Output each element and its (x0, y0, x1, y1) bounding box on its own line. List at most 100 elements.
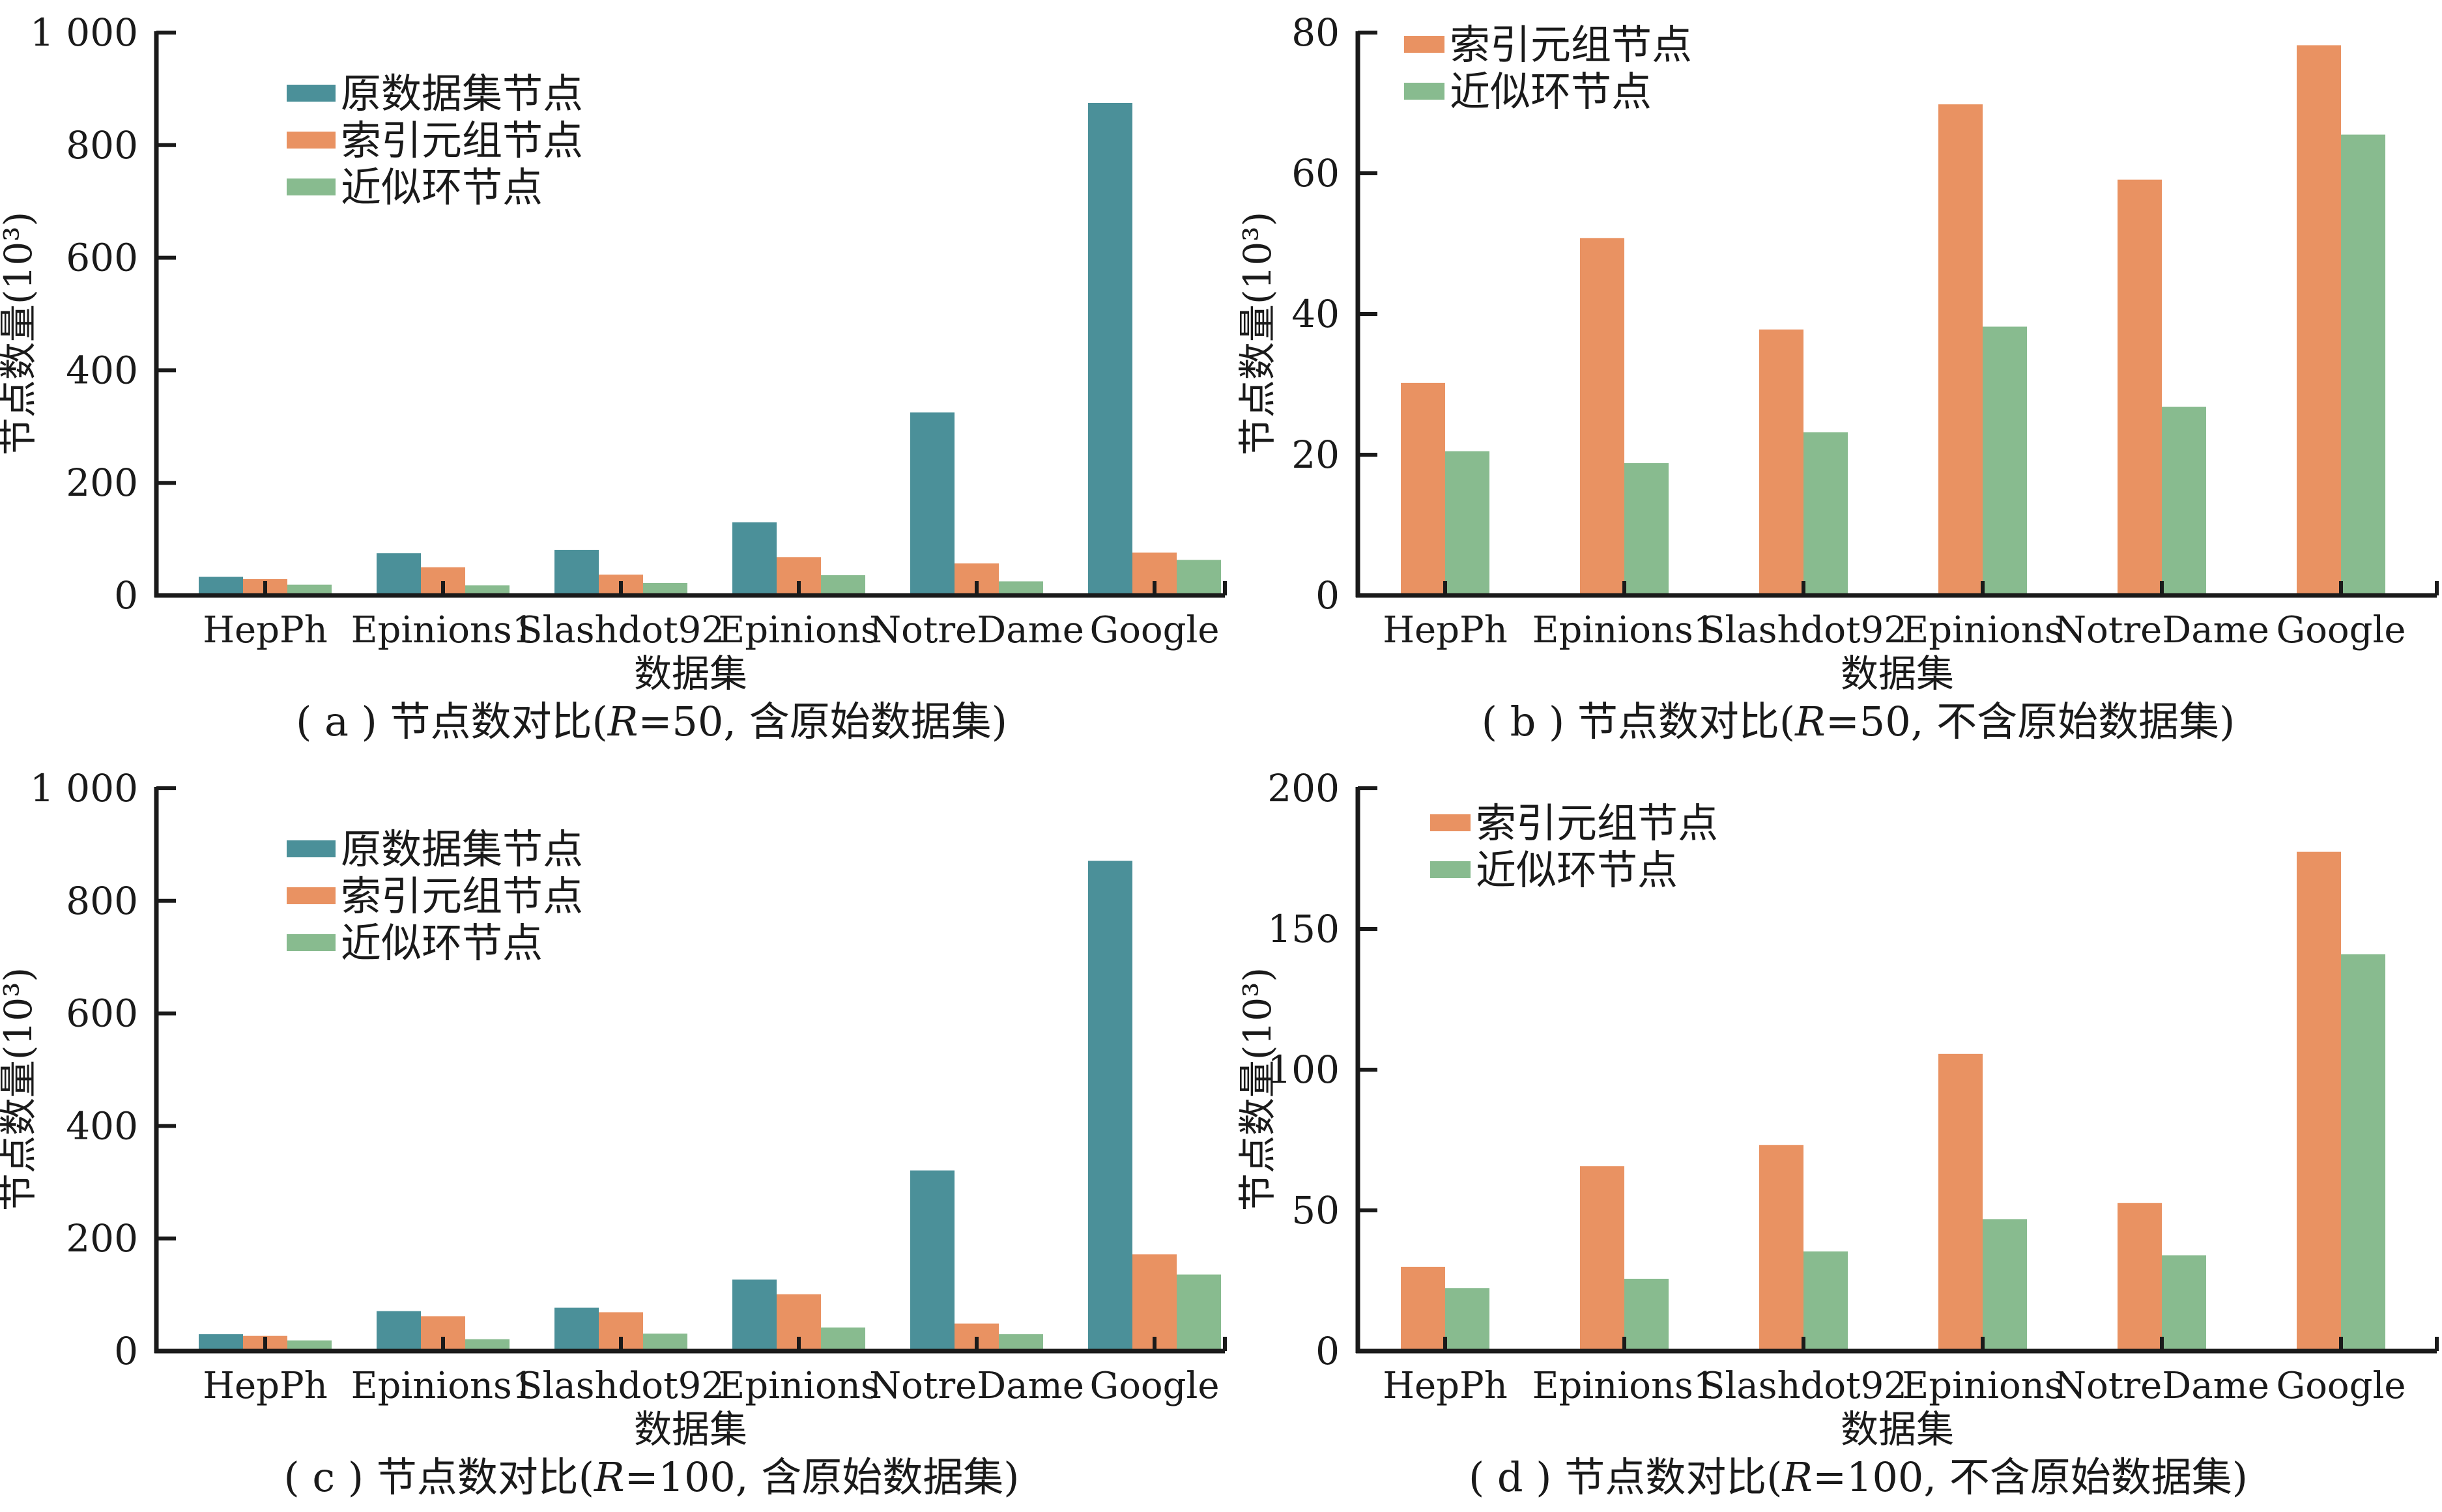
bar-approx_cycle-epinions (821, 575, 865, 595)
bar-original-epinions (732, 522, 777, 595)
y-tick-label: 50 (1291, 1188, 1340, 1233)
bar-approx_cycle-hepph (1445, 451, 1489, 595)
bar-index_tuple-epinions (1938, 104, 1983, 595)
legend-swatch-approx_cycle (287, 934, 336, 951)
chart-caption: ( d ) 节点数对比(R=100, 不含原始数据集) (1469, 1453, 2248, 1501)
chart-panel-c: 0 200 400 600 800 1 000 HepPh Epinions1Slashdot… (0, 766, 1227, 1501)
legend-label-index_tuple: 索引元组节点 (341, 117, 583, 164)
legend-label-index_tuple: 索引元组节点 (1476, 799, 1718, 847)
bar-index_tuple-slashdot92 (1759, 329, 1803, 595)
bar-original-epinions (732, 1279, 777, 1351)
x-axis-title: 数据集 (634, 651, 747, 696)
bar-index_tuple-notredame (2118, 1203, 2162, 1351)
x-axis-title: 数据集 (1841, 1407, 1954, 1451)
bar-approx_cycle-notredame (999, 1334, 1043, 1351)
bar-approx_cycle-notredame (2162, 1255, 2206, 1351)
x-tick-label: Slashdot92 (1700, 1365, 1907, 1407)
legend-label-index_tuple: 索引元组节点 (1450, 21, 1692, 68)
x-tick-label: NotreDame (2054, 1365, 2269, 1407)
x-tick-label: Slashdot92 (517, 609, 725, 651)
bar-index_tuple-notredame (2118, 179, 2162, 596)
x-axis-title: 数据集 (634, 1407, 747, 1451)
bar-original-notredame (910, 412, 955, 595)
y-tick-label: 400 (66, 1104, 138, 1148)
y-axis-title: 节点数量(10³) (0, 212, 40, 455)
bar-approx_cycle-epinions (821, 1327, 865, 1351)
x-tick-label: Slashdot92 (1700, 609, 1907, 651)
chart-panel-a: 0 200 400 600 800 1 000 HepPh Epinions1Slashdot… (0, 10, 1227, 745)
y-tick-label: 40 (1291, 292, 1340, 336)
bar-approx_cycle-epinions (1983, 326, 2027, 595)
bar-original-google (1088, 861, 1132, 1351)
caption-prefix: ( a ) 节点数对比( (296, 698, 608, 745)
bar-index_tuple-google (1132, 1254, 1177, 1351)
y-tick-label: 1 000 (30, 766, 138, 810)
y-tick-label: 0 (1315, 573, 1340, 618)
bar-approx_cycle-epinions1 (1624, 463, 1669, 595)
bar-original-epinions1 (377, 553, 421, 595)
bar-index_tuple-google (2297, 851, 2341, 1351)
legend-label-original: 原数据集节点 (341, 70, 583, 117)
bar-approx_cycle-hepph (287, 584, 332, 595)
x-tick-label: Epinions1 (351, 609, 536, 651)
chart-caption: ( a ) 节点数对比(R=50, 含原始数据集) (296, 698, 1007, 745)
x-tick-label: Epinions (1902, 609, 2063, 651)
x-tick-label: Google (2276, 609, 2406, 651)
legend-swatch-approx_cycle (1404, 83, 1444, 100)
legend-swatch-index_tuple (287, 132, 336, 149)
x-tick-label: Epinions1 (351, 1365, 536, 1407)
x-tick-label: HepPh (1383, 609, 1508, 651)
caption-prefix: ( b ) 节点数对比( (1482, 698, 1795, 745)
bar-approx_cycle-epinions (1983, 1219, 2027, 1351)
bar-approx_cycle-epinions1 (1624, 1278, 1669, 1351)
caption-variable: R (1794, 698, 1826, 745)
legend-swatch-index_tuple (1404, 36, 1444, 53)
y-tick-label: 600 (66, 236, 138, 280)
y-tick-label: 600 (66, 991, 138, 1036)
bar-index_tuple-hepph (1401, 382, 1445, 595)
x-tick-label: Epinions1 (1532, 609, 1717, 651)
y-tick-label: 150 (1267, 907, 1340, 951)
legend-label-approx_cycle: 近似环节点 (1450, 68, 1652, 115)
caption-suffix: =100, 含原始数据集) (625, 1453, 1020, 1501)
chart-caption: ( c ) 节点数对比(R=100, 含原始数据集) (283, 1453, 1019, 1501)
legend-label-approx_cycle: 近似环节点 (1476, 846, 1678, 894)
y-axis-title: 节点数量(10³) (0, 967, 40, 1211)
x-tick-label: Google (1089, 609, 1219, 651)
bar-original-slashdot92 (554, 550, 599, 595)
y-axis-title: 节点数量(10³) (1235, 212, 1280, 455)
bar-original-google (1088, 103, 1132, 595)
bar-approx_cycle-slashdot92 (643, 582, 687, 595)
x-tick-label: NotreDame (2054, 609, 2269, 651)
caption-prefix: ( d ) 节点数对比( (1469, 1453, 1782, 1501)
caption-prefix: ( c ) 节点数对比( (283, 1453, 594, 1501)
bar-original-notredame (910, 1170, 955, 1351)
y-tick-label: 1 000 (30, 10, 138, 55)
x-tick-label: Slashdot92 (517, 1365, 725, 1407)
legend-label-approx_cycle: 近似环节点 (341, 164, 543, 211)
legend-swatch-original (287, 840, 336, 857)
y-tick-label: 0 (1315, 1329, 1340, 1373)
caption-variable: R (594, 1453, 625, 1501)
y-tick-label: 400 (66, 348, 138, 392)
y-tick-label: 800 (66, 123, 138, 167)
x-tick-label: Epinions (718, 609, 879, 651)
bar-approx_cycle-google (2341, 134, 2385, 596)
bar-approx_cycle-epinions1 (465, 1339, 510, 1351)
legend-swatch-index_tuple (1430, 814, 1471, 831)
bar-approx_cycle-google (1177, 560, 1221, 595)
caption-variable: R (1781, 1453, 1813, 1501)
bar-approx_cycle-notredame (2162, 407, 2206, 595)
legend-label-original: 原数据集节点 (341, 825, 583, 873)
bar-approx_cycle-hepph (287, 1340, 332, 1351)
caption-suffix: =50, 不含原始数据集) (1826, 698, 2235, 745)
y-tick-label: 800 (66, 879, 138, 923)
bar-approx_cycle-slashdot92 (1803, 432, 1848, 595)
caption-variable: R (607, 698, 639, 745)
y-tick-label: 100 (1267, 1048, 1340, 1092)
